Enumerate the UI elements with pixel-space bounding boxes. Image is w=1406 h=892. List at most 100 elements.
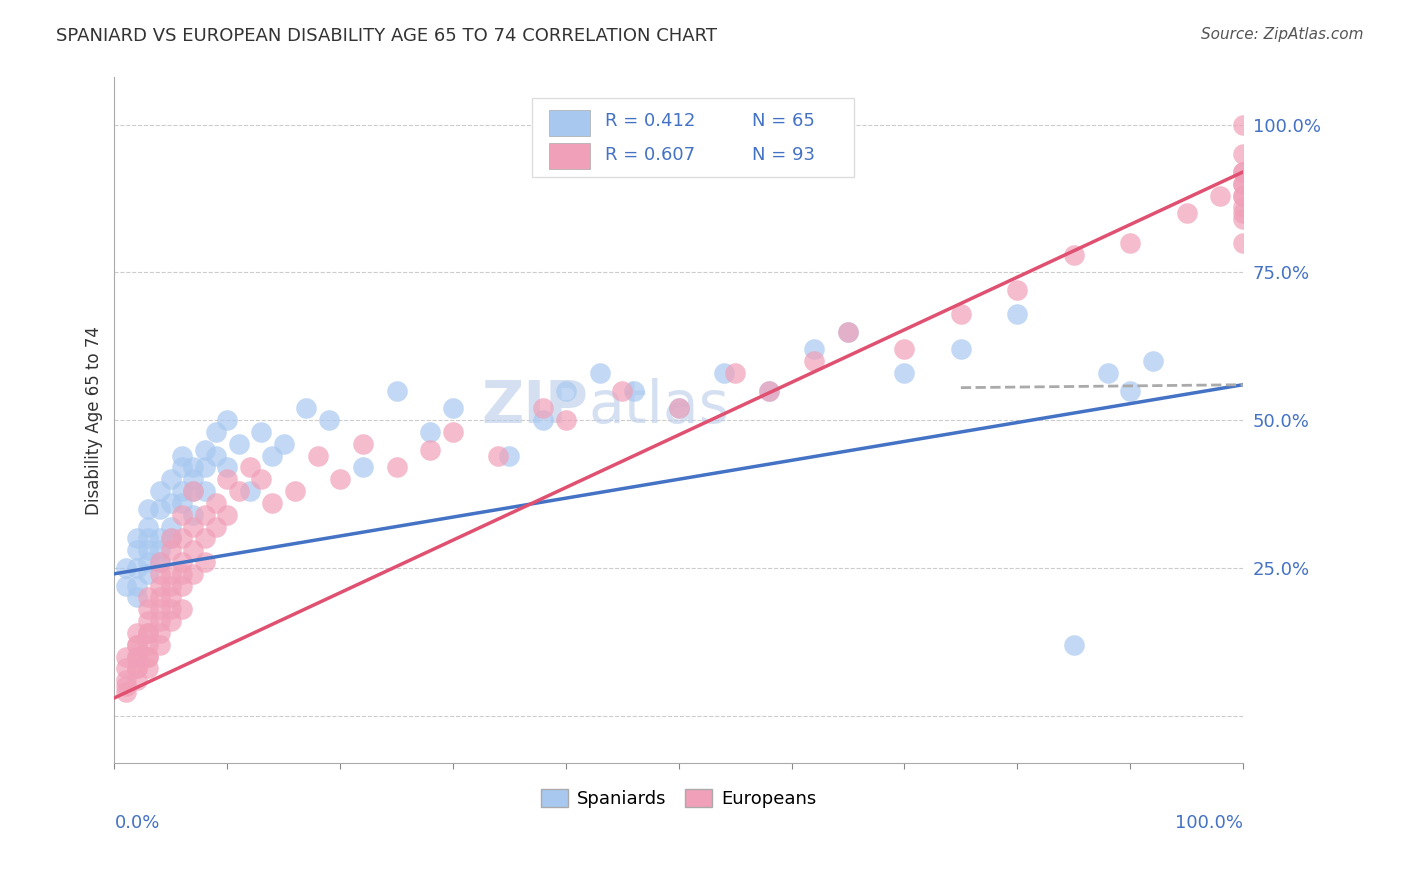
Point (183, 566, 205, 581)
Point (419, 442, 441, 457)
Point (172, 449, 194, 463)
Text: 100.0%: 100.0% (1175, 814, 1243, 832)
Point (125, 532, 148, 546)
Point (1119, 235, 1142, 250)
FancyBboxPatch shape (548, 110, 589, 136)
Point (125, 649, 148, 664)
Legend: Spaniards, Europeans: Spaniards, Europeans (534, 781, 824, 815)
Point (114, 579, 136, 593)
Point (136, 626, 159, 640)
Point (125, 661, 148, 675)
Point (837, 325, 859, 339)
Point (531, 413, 554, 427)
Point (893, 366, 915, 380)
Point (136, 543, 159, 558)
Point (136, 614, 159, 628)
Text: SPANIARD VS EUROPEAN DISABILITY AGE 65 TO 74 CORRELATION CHART: SPANIARD VS EUROPEAN DISABILITY AGE 65 T… (56, 27, 717, 45)
Point (1232, 165, 1254, 179)
Point (148, 614, 170, 628)
Point (194, 555, 217, 569)
Point (136, 555, 159, 569)
Text: R = 0.607: R = 0.607 (606, 146, 696, 164)
Point (262, 496, 284, 510)
Point (160, 496, 183, 510)
FancyBboxPatch shape (548, 143, 589, 169)
Point (205, 519, 228, 533)
Point (1232, 206, 1254, 220)
Point (125, 638, 148, 652)
Point (183, 508, 205, 522)
Point (160, 472, 183, 486)
Point (160, 579, 183, 593)
Point (148, 626, 170, 640)
Point (114, 661, 136, 675)
Point (1232, 188, 1254, 202)
Point (217, 508, 239, 522)
Point (1232, 212, 1254, 227)
Point (114, 649, 136, 664)
Point (136, 602, 159, 616)
Point (949, 307, 972, 321)
Point (262, 449, 284, 463)
Point (125, 626, 148, 640)
Point (148, 602, 170, 616)
Point (531, 401, 554, 416)
Point (160, 614, 183, 628)
Point (205, 496, 228, 510)
Point (352, 437, 374, 451)
Point (136, 638, 159, 652)
Point (114, 679, 136, 693)
Point (441, 425, 464, 439)
Point (183, 472, 205, 486)
Point (114, 561, 136, 575)
Text: ZIP: ZIP (481, 378, 588, 435)
Point (554, 413, 576, 427)
Point (148, 555, 170, 569)
Point (136, 649, 159, 664)
Point (183, 460, 205, 475)
Point (136, 649, 159, 664)
Point (136, 661, 159, 675)
Point (148, 579, 170, 593)
Point (114, 685, 136, 699)
Point (172, 484, 194, 499)
Point (1232, 118, 1254, 132)
Point (419, 425, 441, 439)
Point (250, 425, 273, 439)
Point (205, 425, 228, 439)
Point (228, 484, 250, 499)
Point (183, 484, 205, 499)
Point (284, 484, 307, 499)
Point (148, 532, 170, 546)
Point (125, 673, 148, 688)
Point (498, 449, 520, 463)
Point (148, 484, 170, 499)
Point (1063, 248, 1085, 262)
Point (172, 566, 194, 581)
Point (1232, 235, 1254, 250)
Point (250, 472, 273, 486)
Point (194, 508, 217, 522)
Point (136, 626, 159, 640)
Point (1232, 177, 1254, 191)
Point (724, 366, 747, 380)
Point (1175, 206, 1198, 220)
Point (194, 484, 217, 499)
Point (125, 591, 148, 605)
Point (136, 532, 159, 546)
Point (1097, 366, 1119, 380)
Point (352, 460, 374, 475)
Point (803, 343, 825, 357)
Text: Source: ZipAtlas.com: Source: ZipAtlas.com (1201, 27, 1364, 42)
Point (385, 384, 408, 398)
Point (318, 413, 340, 427)
Point (194, 460, 217, 475)
Point (125, 638, 148, 652)
Point (160, 566, 183, 581)
Point (837, 325, 859, 339)
Point (125, 661, 148, 675)
Point (307, 449, 329, 463)
Point (273, 437, 295, 451)
Point (758, 384, 780, 398)
Point (194, 532, 217, 546)
